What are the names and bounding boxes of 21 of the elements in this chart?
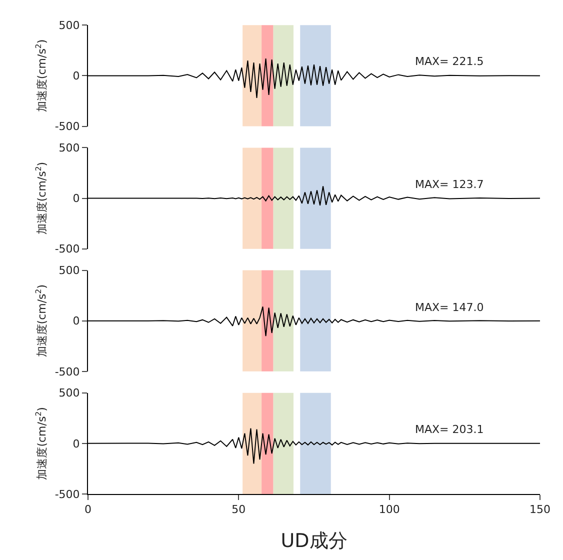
x-tick-label: 150: [530, 503, 550, 516]
x-tick-label: 0: [84, 503, 92, 516]
annotation: MAX= 221.5: [415, 55, 484, 68]
x-tick-label: 100: [378, 503, 400, 516]
annotation: MAX= 203.1: [415, 423, 484, 436]
annotation: MAX= 123.7: [415, 178, 484, 191]
y-tick-label: -500: [54, 488, 80, 501]
y-tick-label: 0: [72, 192, 80, 206]
y-tick-label: 0: [72, 314, 80, 328]
annotation: MAX= 147.0: [415, 301, 484, 314]
y-tick-label: 500: [58, 264, 80, 278]
y-tick-label: -500: [54, 120, 80, 134]
y-tick-label: 500: [58, 386, 80, 400]
y-tick-label: 0: [72, 437, 80, 450]
x-axis-title: UD成分: [280, 530, 348, 552]
y-tick-label: 0: [72, 70, 80, 83]
x-tick-label: 50: [232, 503, 246, 516]
y-tick-label: -500: [54, 242, 80, 256]
y-tick-label: 500: [58, 142, 80, 155]
y-tick-label: 500: [58, 18, 80, 32]
y-tick-label: -500: [54, 365, 80, 378]
